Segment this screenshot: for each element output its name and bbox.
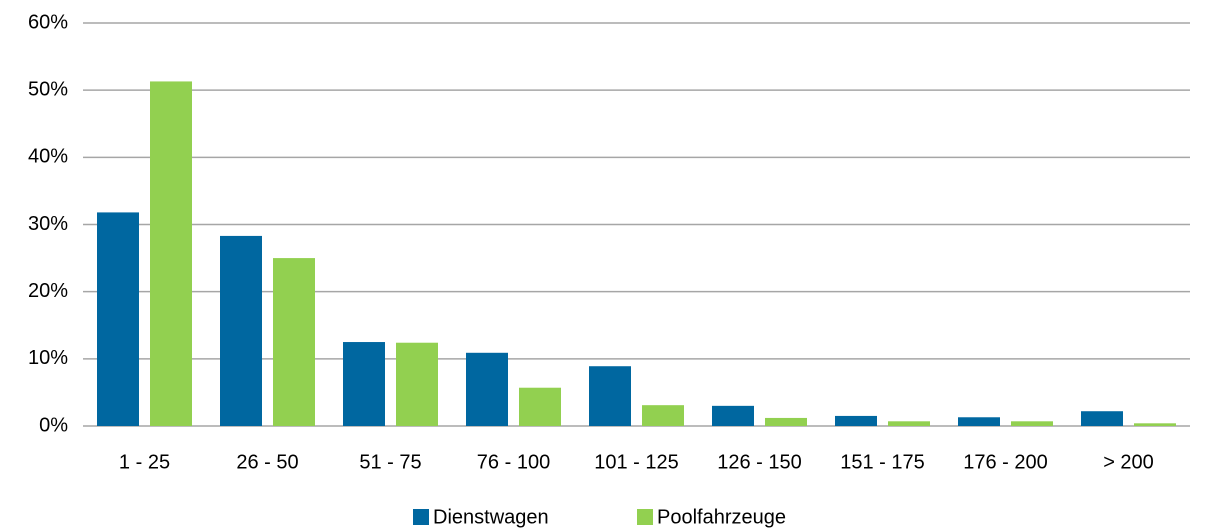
x-tick-label: > 200 (1103, 451, 1154, 473)
bar (150, 81, 192, 426)
legend-swatch (637, 509, 653, 525)
bar (220, 235, 262, 426)
y-tick-label: 20% (28, 280, 68, 302)
bar (519, 387, 561, 426)
bar (273, 258, 315, 426)
y-tick-label: 40% (28, 146, 68, 168)
y-tick-label: 10% (28, 347, 68, 369)
bar (97, 212, 139, 426)
bar (765, 417, 807, 426)
legend-label: Poolfahrzeuge (657, 506, 786, 528)
bar (958, 417, 1000, 426)
legend-label: Dienstwagen (433, 506, 549, 528)
legend-swatch (413, 509, 429, 525)
x-tick-label: 176 - 200 (963, 451, 1048, 473)
x-tick-label: 76 - 100 (477, 451, 550, 473)
y-tick-label: 60% (28, 11, 68, 33)
bar (343, 342, 385, 426)
x-tick-label: 1 - 25 (119, 451, 170, 473)
y-tick-label: 50% (28, 78, 68, 100)
bar (888, 421, 930, 426)
bar (1081, 411, 1123, 426)
y-tick-label: 0% (39, 414, 68, 436)
bar (642, 405, 684, 426)
bar (712, 405, 754, 426)
bar (1011, 421, 1053, 426)
bar (835, 415, 877, 426)
y-tick-label: 30% (28, 213, 68, 235)
x-tick-label: 101 - 125 (594, 451, 679, 473)
x-tick-label: 26 - 50 (236, 451, 298, 473)
bar (466, 352, 508, 426)
bar (1134, 423, 1176, 426)
x-tick-label: 151 - 175 (840, 451, 925, 473)
x-tick-label: 51 - 75 (359, 451, 421, 473)
bar (396, 342, 438, 426)
x-tick-label: 126 - 150 (717, 451, 802, 473)
bar (589, 366, 631, 426)
